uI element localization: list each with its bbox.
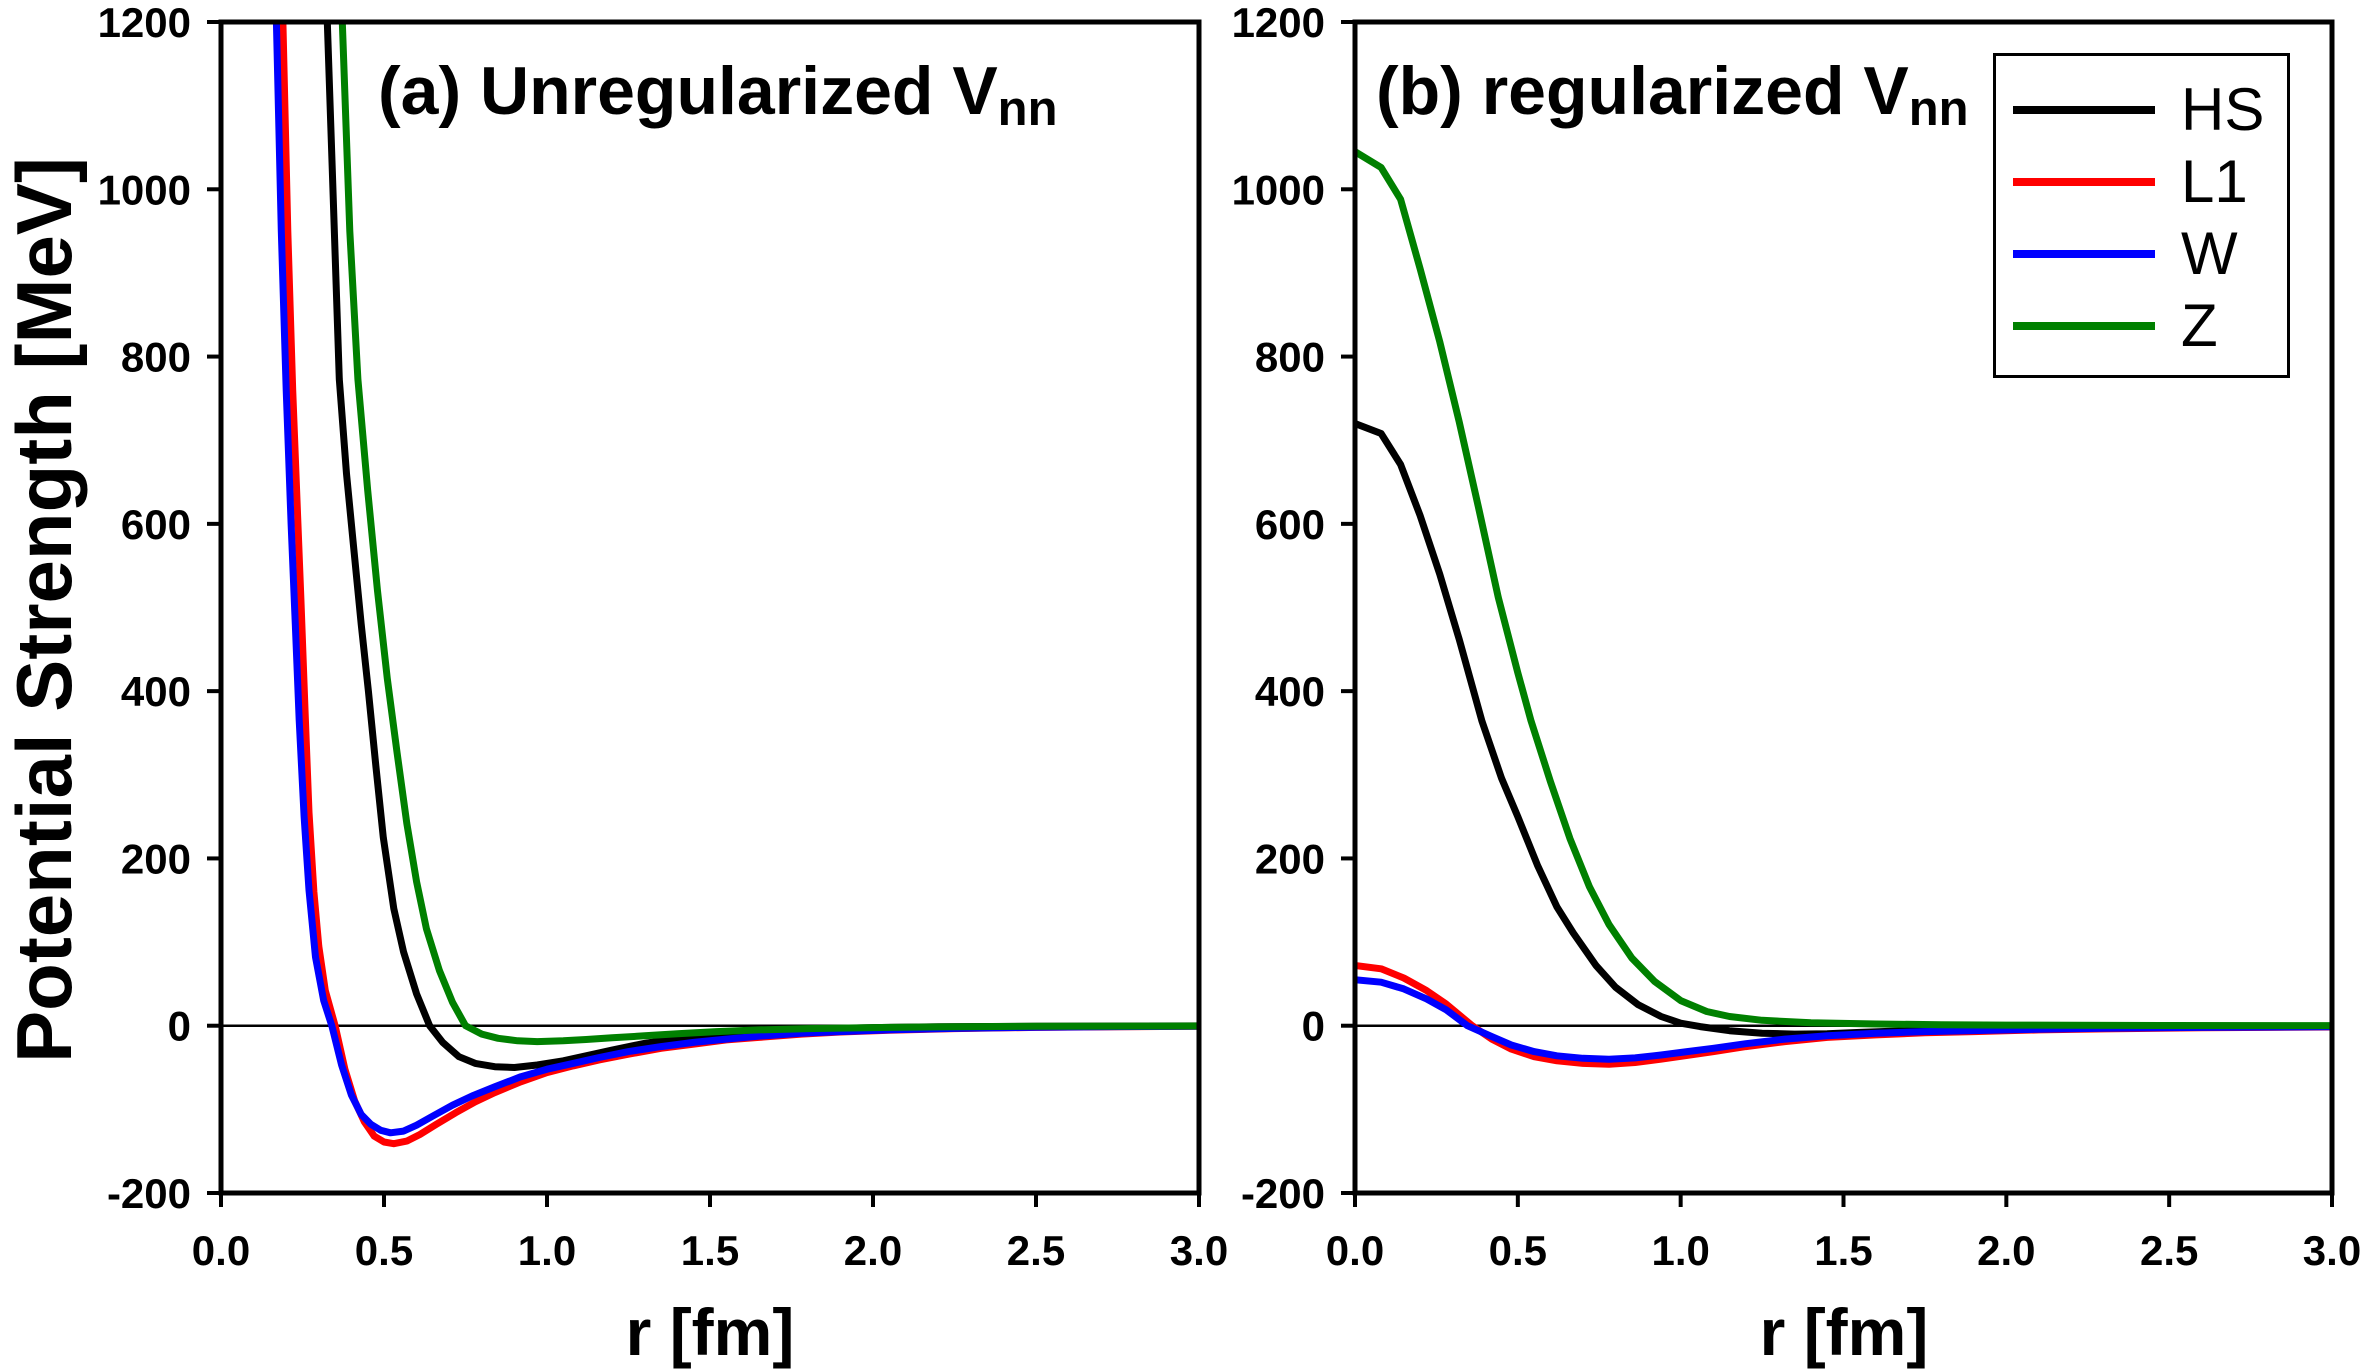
y-tick-label: 0 bbox=[1302, 1003, 1325, 1050]
y-tick-label: 400 bbox=[121, 668, 191, 715]
y-tick-label: 1200 bbox=[1232, 0, 1325, 46]
y-tick-label: 1000 bbox=[98, 166, 191, 213]
curve-Z-panel-a bbox=[338, 22, 1199, 1046]
x-tick-label: 3.0 bbox=[1170, 1227, 1228, 1274]
x-tick-label: 2.0 bbox=[844, 1227, 902, 1274]
legend-label-Z: Z bbox=[2181, 292, 2218, 359]
panel-b-x-axis-label: r [fm] bbox=[1759, 1295, 1929, 1369]
y-tick-label: 200 bbox=[1255, 835, 1325, 882]
y-tick-label: -200 bbox=[1241, 1170, 1325, 1217]
panel-b-title-subscript: nn bbox=[1908, 81, 1969, 136]
x-tick-label: 2.5 bbox=[2140, 1227, 2198, 1274]
legend-label-W: W bbox=[2181, 220, 2238, 287]
panel-b: 0.0 0.5 1.0 1.5 2.0 2.5 3.0 -200 0 200 400 600 800 10… bbox=[1232, 0, 2362, 1274]
y-tick-label: 800 bbox=[1255, 334, 1325, 381]
y-axis-label: Potential Strength [MeV] bbox=[0, 157, 88, 1063]
curve-W-panel-b bbox=[1355, 976, 2332, 1063]
panel-b-title-text: (b) regularized V bbox=[1376, 53, 1909, 129]
x-tick-label: 1.5 bbox=[681, 1227, 739, 1274]
x-tick-label: 1.0 bbox=[518, 1227, 576, 1274]
legend-line-swatch-HS bbox=[2013, 106, 2155, 114]
legend: HS L1 W Z bbox=[1993, 53, 2290, 378]
curve-HS-panel-b bbox=[1355, 420, 2332, 1038]
panel-a-title: (a) Unregularized Vnn bbox=[378, 53, 1058, 136]
curve-W-panel-a bbox=[272, 22, 1199, 1137]
series-group bbox=[272, 22, 1199, 1148]
x-tick-label: 2.5 bbox=[1007, 1227, 1065, 1274]
y-tick-label: 600 bbox=[1255, 501, 1325, 548]
x-tick-label: 2.0 bbox=[1977, 1227, 2035, 1274]
series-group bbox=[1355, 148, 2332, 1068]
panel-a-title-subscript: nn bbox=[997, 81, 1058, 136]
curve-L1-panel-b bbox=[1355, 962, 2332, 1068]
legend-label-L1: L1 bbox=[2181, 148, 2248, 215]
legend-label-HS: HS bbox=[2181, 76, 2265, 143]
legend-item-L1: L1 bbox=[1996, 146, 2287, 218]
x-tick-label: 1.0 bbox=[1651, 1227, 1709, 1274]
legend-line-swatch-L1 bbox=[2013, 178, 2155, 186]
x-tick-label: 0.5 bbox=[1489, 1227, 1547, 1274]
y-tick-label: 800 bbox=[121, 334, 191, 381]
curve-L1-panel-a bbox=[279, 22, 1199, 1148]
x-tick-label: 0.5 bbox=[355, 1227, 413, 1274]
panel-a-title-text: (a) Unregularized V bbox=[378, 53, 998, 129]
panel-a: 0.0 0.5 1.0 1.5 2.0 2.5 3.0 -200 0 200 400 600 800 10… bbox=[98, 0, 1229, 1274]
y-tick-label: 400 bbox=[1255, 668, 1325, 715]
y-tick-label: 0 bbox=[168, 1003, 191, 1050]
y-tick-label: 1000 bbox=[1232, 166, 1325, 213]
curve-HS-panel-a bbox=[323, 22, 1199, 1071]
legend-item-W: W bbox=[1996, 218, 2287, 290]
y-tick-label: 600 bbox=[121, 501, 191, 548]
legend-line-swatch-W bbox=[2013, 250, 2155, 258]
x-tick-label: 0.0 bbox=[192, 1227, 250, 1274]
panel-a-x-axis-label: r [fm] bbox=[625, 1295, 795, 1369]
x-tick-label: 3.0 bbox=[2303, 1227, 2361, 1274]
legend-item-HS: HS bbox=[1996, 74, 2287, 146]
plot-frame-a bbox=[218, 19, 1202, 1196]
curve-Z-panel-b bbox=[1355, 148, 2332, 1030]
legend-line-swatch-Z bbox=[2013, 322, 2155, 330]
y-tick-label: 200 bbox=[121, 835, 191, 882]
legend-item-Z: Z bbox=[1996, 290, 2287, 362]
y-tick-label: -200 bbox=[107, 1170, 191, 1217]
y-tick-label: 1200 bbox=[98, 0, 191, 46]
panel-b-title: (b) regularized Vnn bbox=[1376, 53, 1969, 136]
x-tick-label: 1.5 bbox=[1814, 1227, 1872, 1274]
x-tick-label: 0.0 bbox=[1326, 1227, 1384, 1274]
